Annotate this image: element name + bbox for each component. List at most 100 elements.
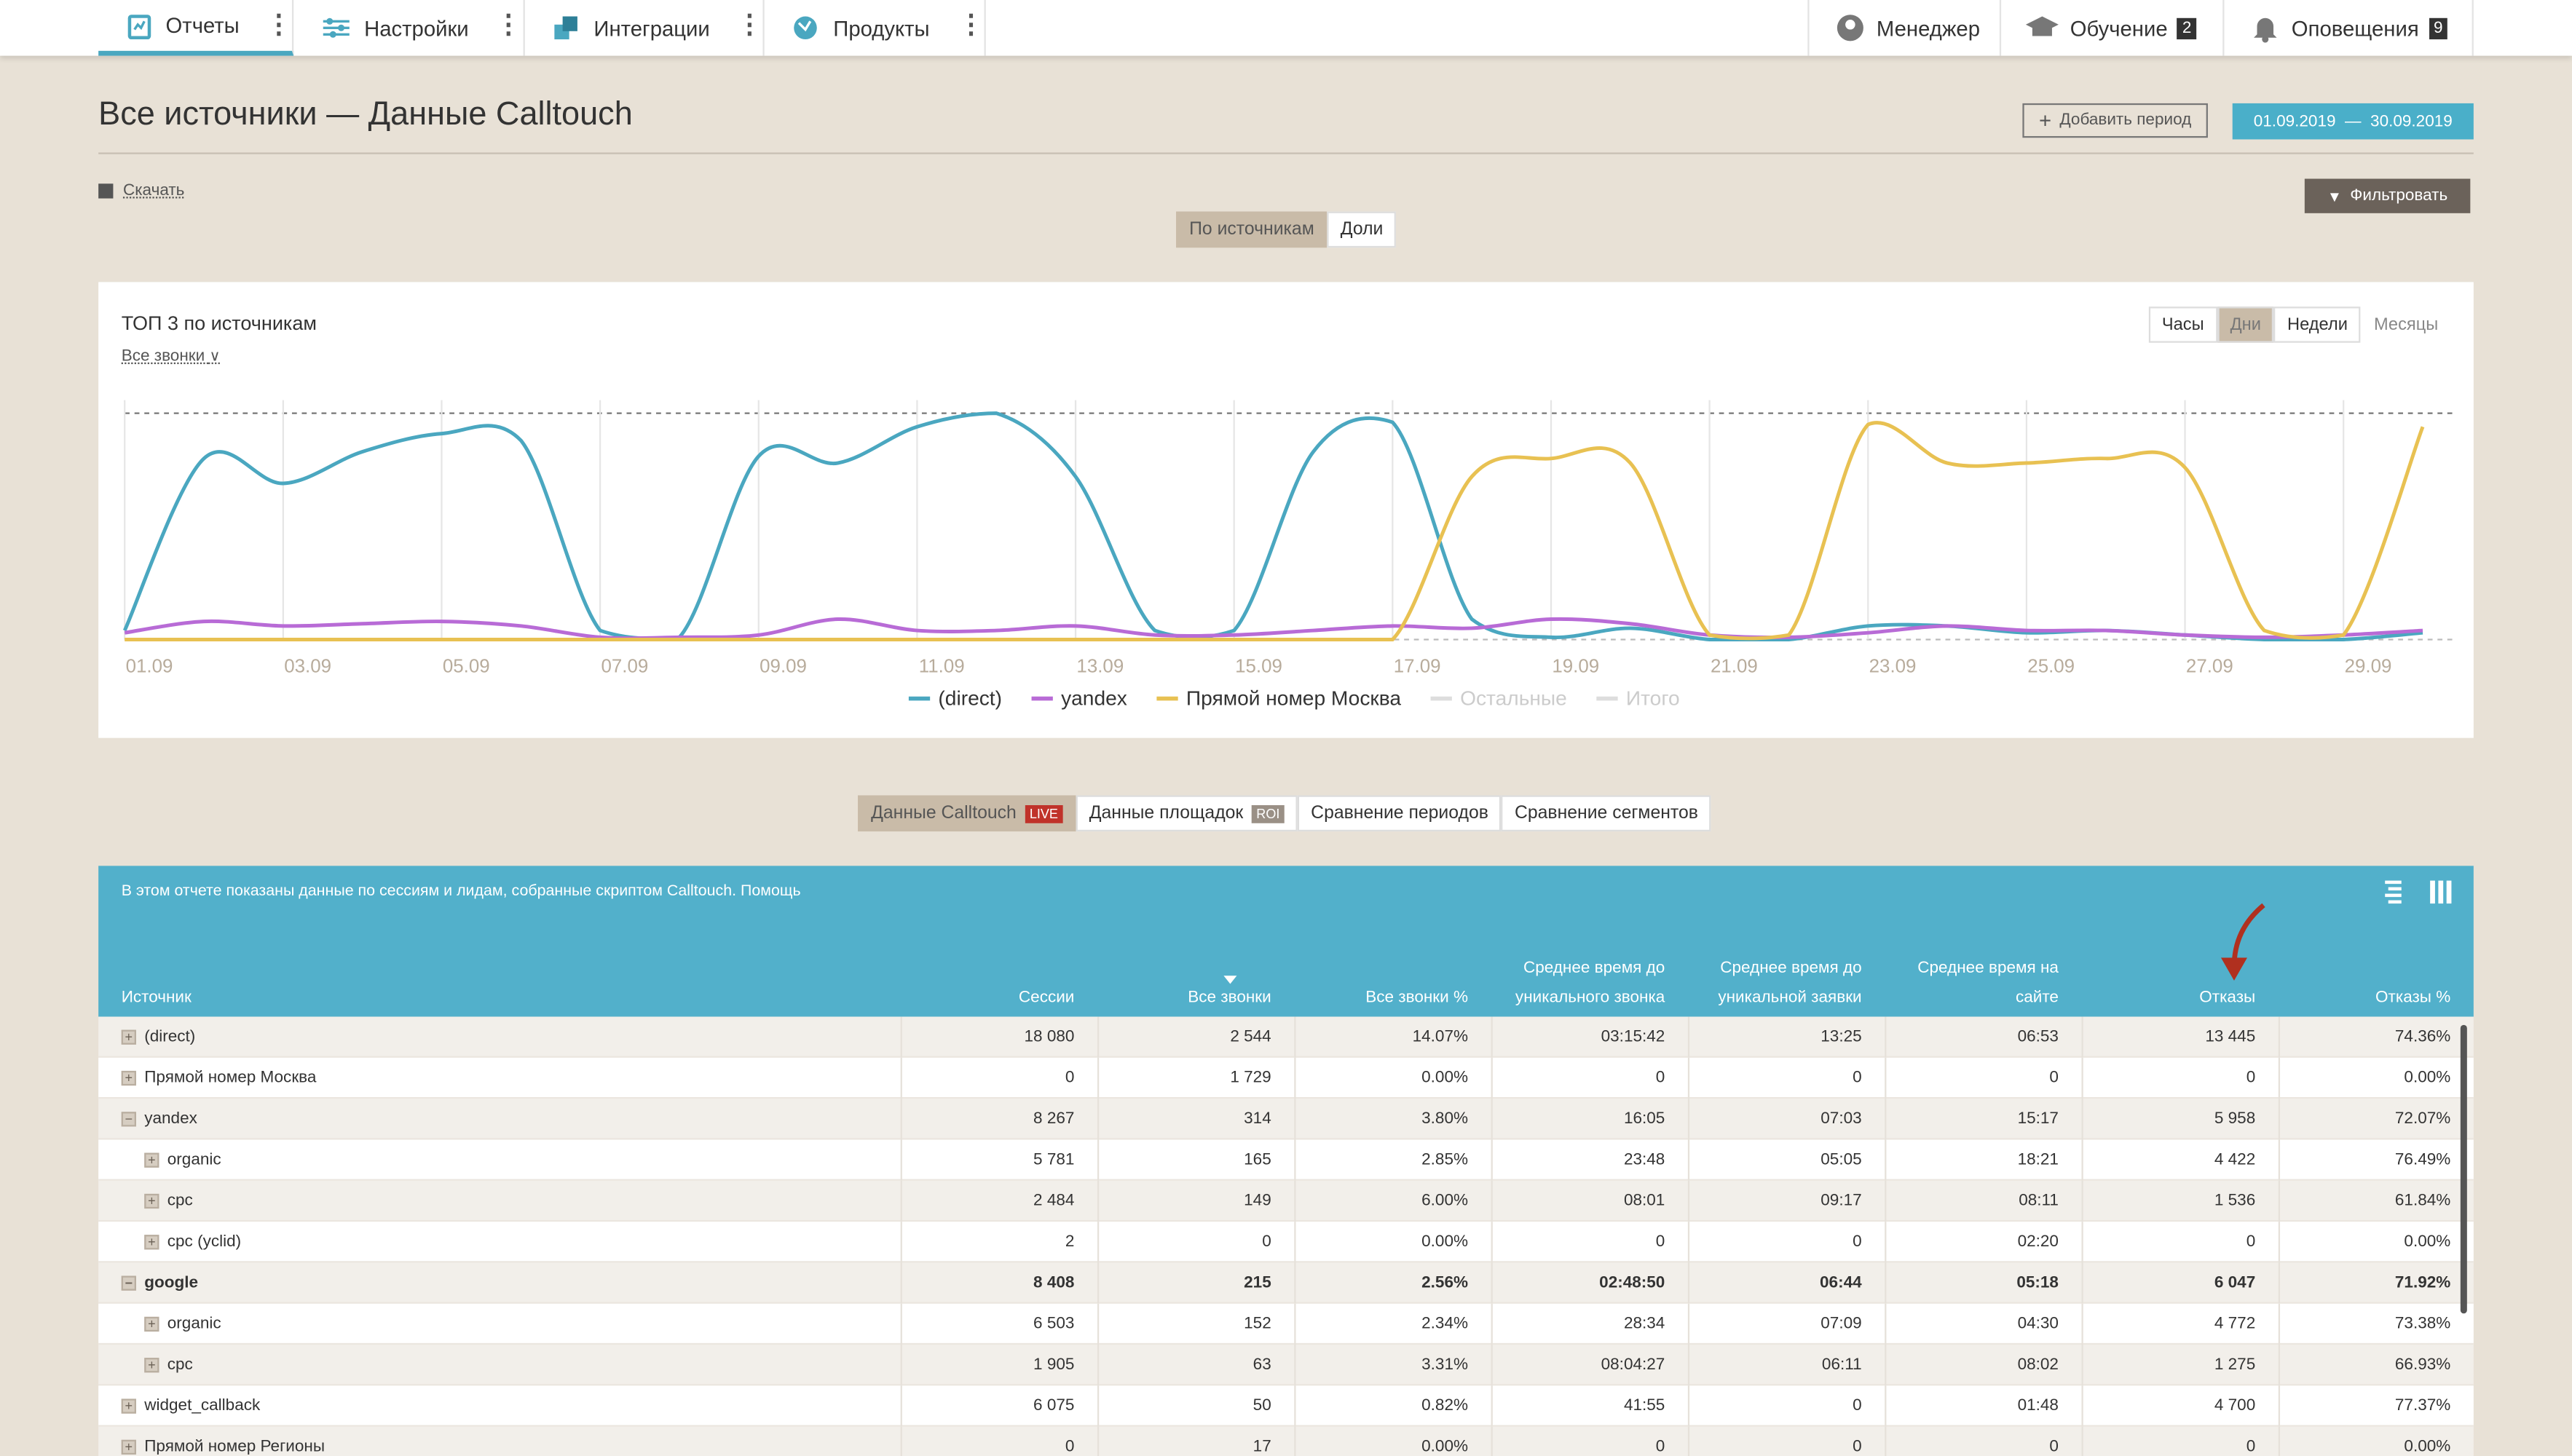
nav-item[interactable]: Менеджер bbox=[1807, 0, 2002, 56]
table-row[interactable]: − yandex 8 267 314 3.80% 16:05 07:03 15:17 5 958… bbox=[98, 1099, 2474, 1140]
table-cell: 4 700 bbox=[2081, 1385, 2278, 1427]
granularity-tab[interactable]: Часы bbox=[2148, 306, 2217, 343]
table-row[interactable]: + organic 6 503 152 2.34% 28:34 07:09 04:30 4 77… bbox=[98, 1303, 2474, 1345]
menu-dots[interactable]: ⋮ bbox=[265, 11, 292, 40]
table-cell: 73.38% bbox=[2278, 1303, 2474, 1345]
granularity-tab[interactable]: Недели bbox=[2273, 306, 2361, 343]
nav-item[interactable]: Отчеты bbox=[98, 0, 294, 56]
table-row[interactable]: + widget_callback 6 075 50 0.82% 41:55 0 01:48 4… bbox=[98, 1385, 2474, 1427]
granularity-tab[interactable]: Месяцы bbox=[2360, 306, 2452, 343]
menu-dots[interactable]: ⋮ bbox=[736, 11, 763, 40]
table-cell: 6.00% bbox=[1294, 1180, 1491, 1222]
expand-button[interactable]: + bbox=[121, 1070, 136, 1086]
source-cell: organic bbox=[167, 1151, 221, 1170]
tab[interactable]: По источникам bbox=[1176, 211, 1328, 248]
nav-item[interactable]: Обучение 2 bbox=[2001, 0, 2225, 56]
menu-dots[interactable]: ⋮ bbox=[958, 11, 985, 40]
date-range-button[interactable]: 01.09.2019 — 30.09.2019 bbox=[2232, 103, 2474, 140]
legend-label[interactable]: Прямой номер Москва bbox=[1186, 687, 1401, 710]
collapse-button[interactable]: − bbox=[121, 1275, 136, 1291]
table-cell: 2 484 bbox=[900, 1180, 1097, 1222]
source-cell: (direct) bbox=[144, 1028, 196, 1047]
tab[interactable]: Доли bbox=[1327, 211, 1397, 248]
scrollbar[interactable] bbox=[2460, 1024, 2467, 1314]
column-header[interactable]: Среднее время на сайте bbox=[1917, 959, 2059, 1006]
table-cell: 05:18 bbox=[1885, 1262, 2081, 1304]
table-row[interactable]: + Прямой номер Регионы 0 17 0.00% 0 0 0 0 0.00% bbox=[98, 1426, 2474, 1456]
table-row[interactable]: − google 8 408 215 2.56% 02:48:50 06:44 05:18 6 … bbox=[98, 1262, 2474, 1304]
filter-button[interactable]: ▼ Фильтровать bbox=[2304, 178, 2471, 213]
table-cell: 3.31% bbox=[1294, 1345, 1491, 1386]
add-period-button[interactable]: + Добавить период bbox=[2022, 103, 2208, 138]
table-cell: 0.82% bbox=[1294, 1385, 1491, 1427]
nav-item[interactable]: Оповещения 9 bbox=[2224, 0, 2474, 56]
table-cell: 0.00% bbox=[2278, 1222, 2474, 1263]
metric-select[interactable]: Все звонки ∨ bbox=[121, 347, 221, 366]
help-link[interactable]: Помощь bbox=[741, 882, 801, 901]
nav-item[interactable]: Интеграции bbox=[525, 0, 765, 56]
nav-item[interactable]: Продукты bbox=[765, 0, 986, 56]
report-tab[interactable]: Сравнение сегментов bbox=[1501, 795, 1711, 832]
table-row[interactable]: + Прямой номер Москва 0 1 729 0.00% 0 0 0 0 0.00% bbox=[98, 1057, 2474, 1099]
report-tab[interactable]: Данные Calltouch LIVE bbox=[858, 795, 1076, 832]
info-text: В этом отчете показаны данные по сессиям… bbox=[122, 882, 801, 901]
expand-button[interactable]: + bbox=[121, 1398, 136, 1414]
menu-dots[interactable]: ⋮ bbox=[495, 11, 522, 40]
nav-item[interactable]: Настройки bbox=[293, 0, 525, 56]
table-cell: 08:01 bbox=[1491, 1180, 1688, 1222]
x-tick-label: 15.09 bbox=[1235, 657, 1282, 677]
expand-button[interactable]: + bbox=[144, 1316, 159, 1332]
report-tab[interactable]: Данные площадок ROI bbox=[1076, 795, 1298, 832]
expand-button[interactable]: + bbox=[144, 1152, 159, 1168]
table-row[interactable]: + cpc 1 905 63 3.31% 08:04:27 06:11 08:02 1 275 6… bbox=[98, 1345, 2474, 1386]
table-cell: 06:53 bbox=[1885, 1016, 2081, 1058]
report-tab[interactable]: Сравнение периодов bbox=[1298, 795, 1502, 832]
x-tick-label: 13.09 bbox=[1076, 657, 1124, 677]
expand-button[interactable]: + bbox=[121, 1029, 136, 1045]
table-row[interactable]: + organic 5 781 165 2.85% 23:48 05:05 18:21 4 42… bbox=[98, 1139, 2474, 1181]
expand-button[interactable]: + bbox=[144, 1193, 159, 1209]
table-cell: 3.80% bbox=[1294, 1099, 1491, 1140]
column-header[interactable]: Все звонки % bbox=[1365, 988, 1469, 1006]
expand-button[interactable]: + bbox=[144, 1358, 159, 1373]
view-icons bbox=[2385, 880, 2452, 904]
collapse-button[interactable]: − bbox=[121, 1112, 136, 1127]
column-header[interactable]: Среднее время до уникального звонка bbox=[1515, 959, 1665, 1006]
source-cell: Прямой номер Москва bbox=[144, 1069, 317, 1088]
expand-button[interactable]: + bbox=[144, 1235, 159, 1250]
x-tick-label: 09.09 bbox=[760, 657, 807, 677]
source-cell: yandex bbox=[144, 1109, 197, 1128]
granularity-tab[interactable]: Дни bbox=[2217, 306, 2274, 343]
nav-label: Отчеты bbox=[165, 13, 240, 38]
view-tabs: По источникам Доли bbox=[1176, 211, 1397, 248]
legend-label[interactable]: Итого bbox=[1626, 687, 1680, 710]
table-row[interactable]: + (direct) 18 080 2 544 14.07% 03:15:42 13:25 0… bbox=[98, 1016, 2474, 1058]
icon bbox=[794, 16, 817, 40]
legend-label[interactable]: yandex bbox=[1061, 687, 1127, 710]
table-header: В этом отчете показаны данные по сессиям… bbox=[98, 866, 2474, 1017]
column-header[interactable]: Все звонки bbox=[1188, 988, 1271, 1006]
download-link[interactable]: Скачать bbox=[98, 182, 184, 200]
column-header[interactable]: Отказы bbox=[2199, 988, 2256, 1006]
column-header[interactable]: Источник bbox=[121, 988, 192, 1006]
table-cell: 14.07% bbox=[1294, 1016, 1491, 1058]
table-cell: 07:09 bbox=[1687, 1303, 1885, 1345]
table-cell: 66.93% bbox=[2278, 1345, 2474, 1386]
table-row[interactable]: + cpc (yclid) 2 0 0.00% 0 0 02:20 0 0.00% bbox=[98, 1222, 2474, 1263]
legend-label[interactable]: (direct) bbox=[938, 687, 1002, 710]
expand-button[interactable]: + bbox=[121, 1439, 136, 1455]
column-header[interactable]: Среднее время до уникальной заявки bbox=[1718, 959, 1862, 1006]
column-header[interactable]: Отказы % bbox=[2375, 988, 2451, 1006]
legend-label[interactable]: Остальные bbox=[1460, 687, 1567, 710]
column-header[interactable]: Сессии bbox=[1018, 988, 1075, 1006]
table-row[interactable]: + cpc 2 484 149 6.00% 08:01 09:17 08:11 1 536 61.… bbox=[98, 1180, 2474, 1222]
table-cell: 1 536 bbox=[2081, 1180, 2278, 1222]
badge: 2 bbox=[2177, 17, 2197, 39]
table-cell: 18:21 bbox=[1885, 1139, 2081, 1181]
table-cell: 8 408 bbox=[900, 1262, 1097, 1304]
table-cell: 18 080 bbox=[900, 1016, 1097, 1058]
table-cell: 0.00% bbox=[1294, 1426, 1491, 1456]
button-label: Добавить период bbox=[2059, 111, 2192, 130]
